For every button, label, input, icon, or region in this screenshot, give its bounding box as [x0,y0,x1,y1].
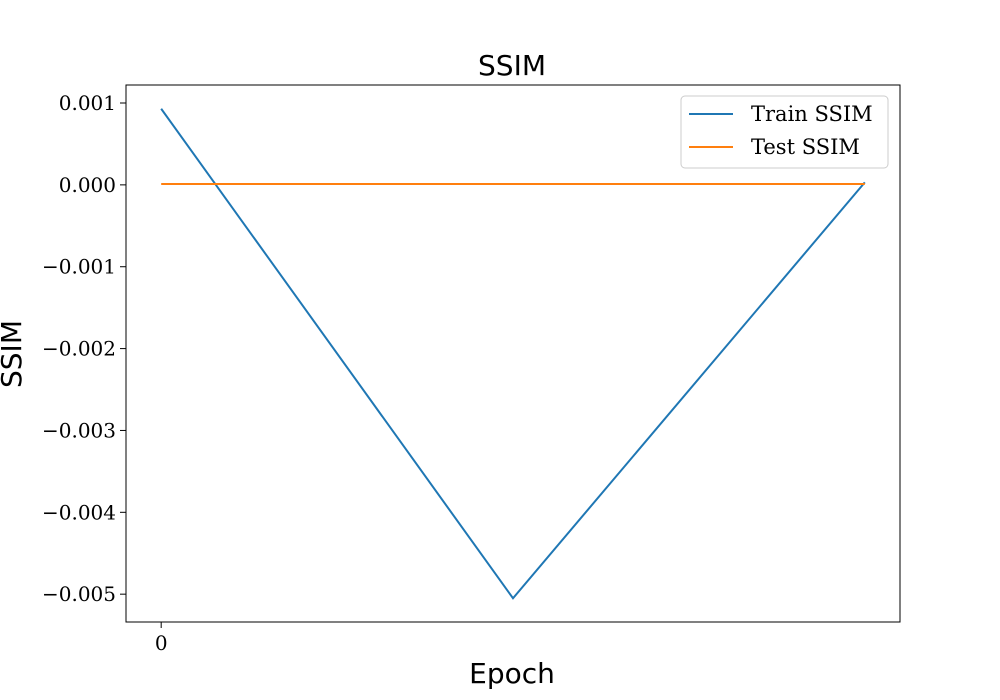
legend-label: Train SSIM [751,102,873,126]
y-tick-label: −0.004 [42,500,116,524]
legend-label: Test SSIM [751,135,860,159]
y-tick-label: −0.003 [42,418,116,442]
x-axis-label: Epoch [469,657,555,690]
y-tick-label: −0.002 [42,337,116,361]
y-tick-label: 0.000 [59,173,116,197]
x-tick-label: 0 [155,631,168,655]
y-tick-label: −0.001 [42,255,116,279]
series-lines [160,108,866,600]
plot-frame [125,84,901,623]
y-tick-label: −0.005 [42,582,116,606]
train-ssim-line [160,108,866,600]
y-axis-label: SSIM [0,320,28,388]
legend: Train SSIM Test SSIM [680,95,889,169]
chart-title: SSIM [478,49,546,82]
y-tick-label: 0.001 [59,91,116,115]
axis-ticks: 0.001 0.000 −0.001 −0.002 −0.003 −0.004 −0.005… [42,91,168,655]
